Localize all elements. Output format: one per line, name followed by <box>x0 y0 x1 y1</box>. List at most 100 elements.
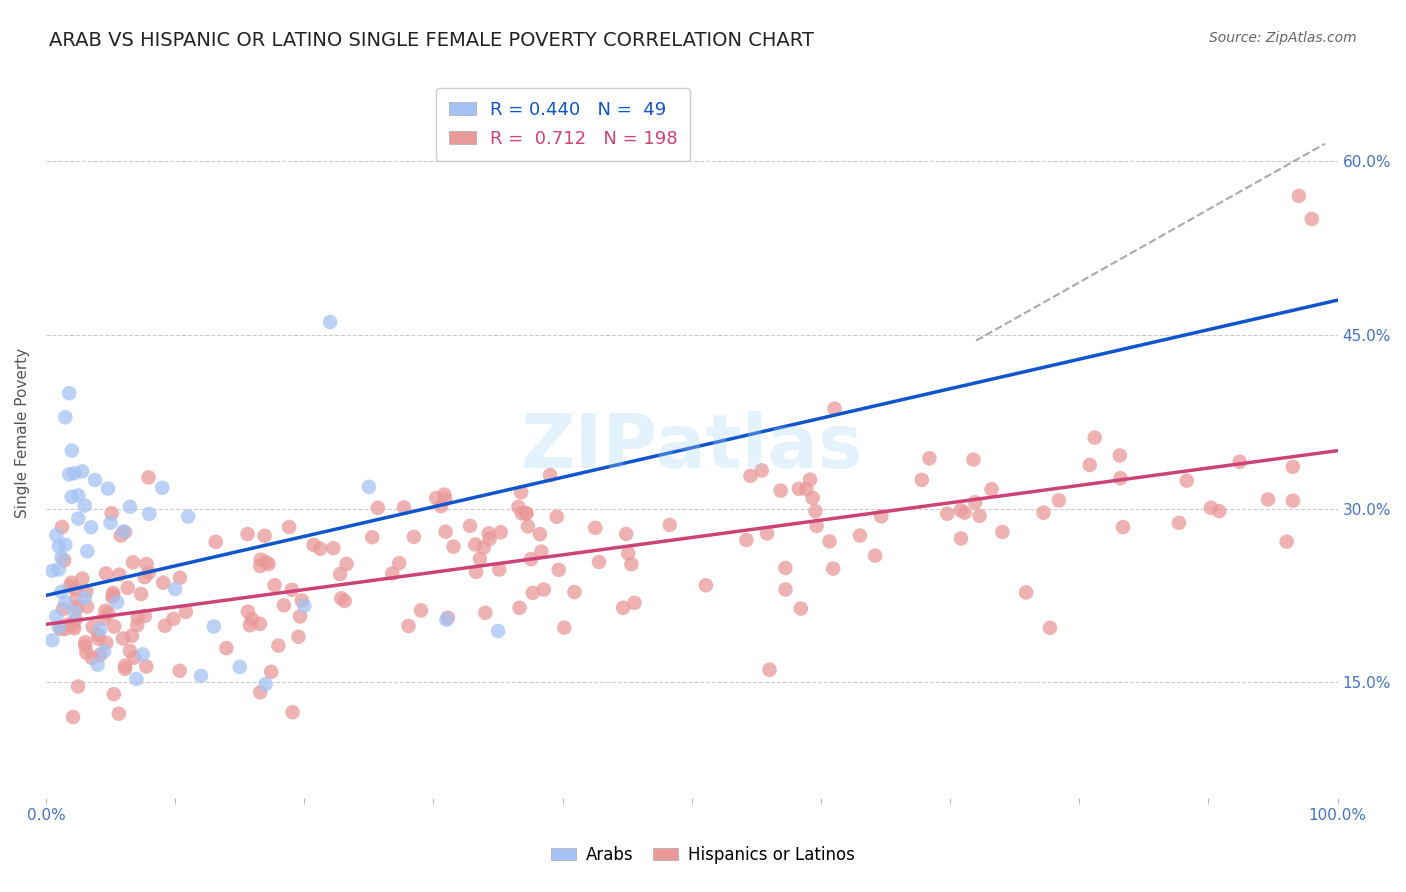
Point <box>97 482 120 496</box>
Point <box>430 499 453 513</box>
Point <box>740 468 762 483</box>
Point <box>1109 471 1132 485</box>
Point <box>45 528 67 542</box>
Point <box>1167 516 1189 530</box>
Point <box>472 541 495 555</box>
Point <box>441 540 464 554</box>
Point <box>433 488 456 502</box>
Point <box>67 680 90 694</box>
Point <box>111 632 134 646</box>
Point <box>357 480 380 494</box>
Point <box>1282 459 1305 474</box>
Point <box>76 544 98 558</box>
Point <box>547 563 569 577</box>
Point <box>138 566 160 580</box>
Point <box>75 646 97 660</box>
Point <box>533 582 555 597</box>
Point <box>239 618 262 632</box>
Point <box>114 524 136 539</box>
Point <box>48 620 70 634</box>
Point <box>56 617 79 632</box>
Point <box>114 658 136 673</box>
Point <box>53 538 76 552</box>
Point <box>790 601 813 615</box>
Point <box>53 596 76 610</box>
Point <box>911 473 934 487</box>
Point <box>236 527 259 541</box>
Point <box>434 613 457 627</box>
Point <box>796 482 818 496</box>
Point <box>89 623 111 637</box>
Point <box>588 555 610 569</box>
Point <box>863 549 886 563</box>
Point <box>118 500 141 514</box>
Point <box>965 495 987 509</box>
Point <box>510 506 533 520</box>
Point <box>169 664 191 678</box>
Point <box>108 567 131 582</box>
Point <box>464 537 486 551</box>
Point <box>254 677 277 691</box>
Point <box>121 629 143 643</box>
Point <box>1208 504 1230 518</box>
Point <box>60 575 83 590</box>
Point <box>309 541 332 556</box>
Point <box>58 467 80 482</box>
Point <box>1175 474 1198 488</box>
Point <box>65 612 87 626</box>
Point <box>292 599 315 613</box>
Point <box>65 592 87 607</box>
Point <box>330 591 353 606</box>
Point <box>240 612 263 626</box>
Point <box>177 509 200 524</box>
Text: ARAB VS HISPANIC OR LATINO SINGLE FEMALE POVERTY CORRELATION CHART: ARAB VS HISPANIC OR LATINO SINGLE FEMALE… <box>49 31 814 50</box>
Point <box>799 473 821 487</box>
Point <box>291 593 314 607</box>
Point <box>1039 621 1062 635</box>
Point <box>508 500 530 514</box>
Point <box>52 602 75 616</box>
Point <box>1078 458 1101 472</box>
Point <box>520 552 543 566</box>
Point <box>281 582 304 597</box>
Point <box>257 557 280 571</box>
Point <box>1112 520 1135 534</box>
Point <box>434 492 457 507</box>
Point <box>1032 506 1054 520</box>
Point <box>75 584 97 599</box>
Point <box>458 519 481 533</box>
Point <box>546 509 568 524</box>
Point <box>623 596 645 610</box>
Point <box>335 557 357 571</box>
Point <box>70 464 93 478</box>
Point <box>980 483 1002 497</box>
Point <box>287 630 309 644</box>
Point <box>165 582 187 596</box>
Point <box>138 470 160 484</box>
Point <box>465 565 488 579</box>
Point <box>129 587 152 601</box>
Point <box>425 491 447 505</box>
Point <box>48 539 70 553</box>
Point <box>87 628 110 642</box>
Point <box>617 546 640 560</box>
Point <box>100 516 122 530</box>
Point <box>553 621 575 635</box>
Point <box>769 483 792 498</box>
Point <box>60 443 83 458</box>
Point <box>267 639 290 653</box>
Point <box>1257 492 1279 507</box>
Point <box>254 555 277 569</box>
Point <box>329 567 352 582</box>
Point <box>103 588 125 602</box>
Point <box>96 636 118 650</box>
Point <box>93 644 115 658</box>
Point <box>249 685 271 699</box>
Point <box>93 612 115 626</box>
Point <box>1282 493 1305 508</box>
Point <box>132 648 155 662</box>
Point <box>1229 455 1251 469</box>
Point <box>117 581 139 595</box>
Point <box>775 561 797 575</box>
Point <box>735 533 758 547</box>
